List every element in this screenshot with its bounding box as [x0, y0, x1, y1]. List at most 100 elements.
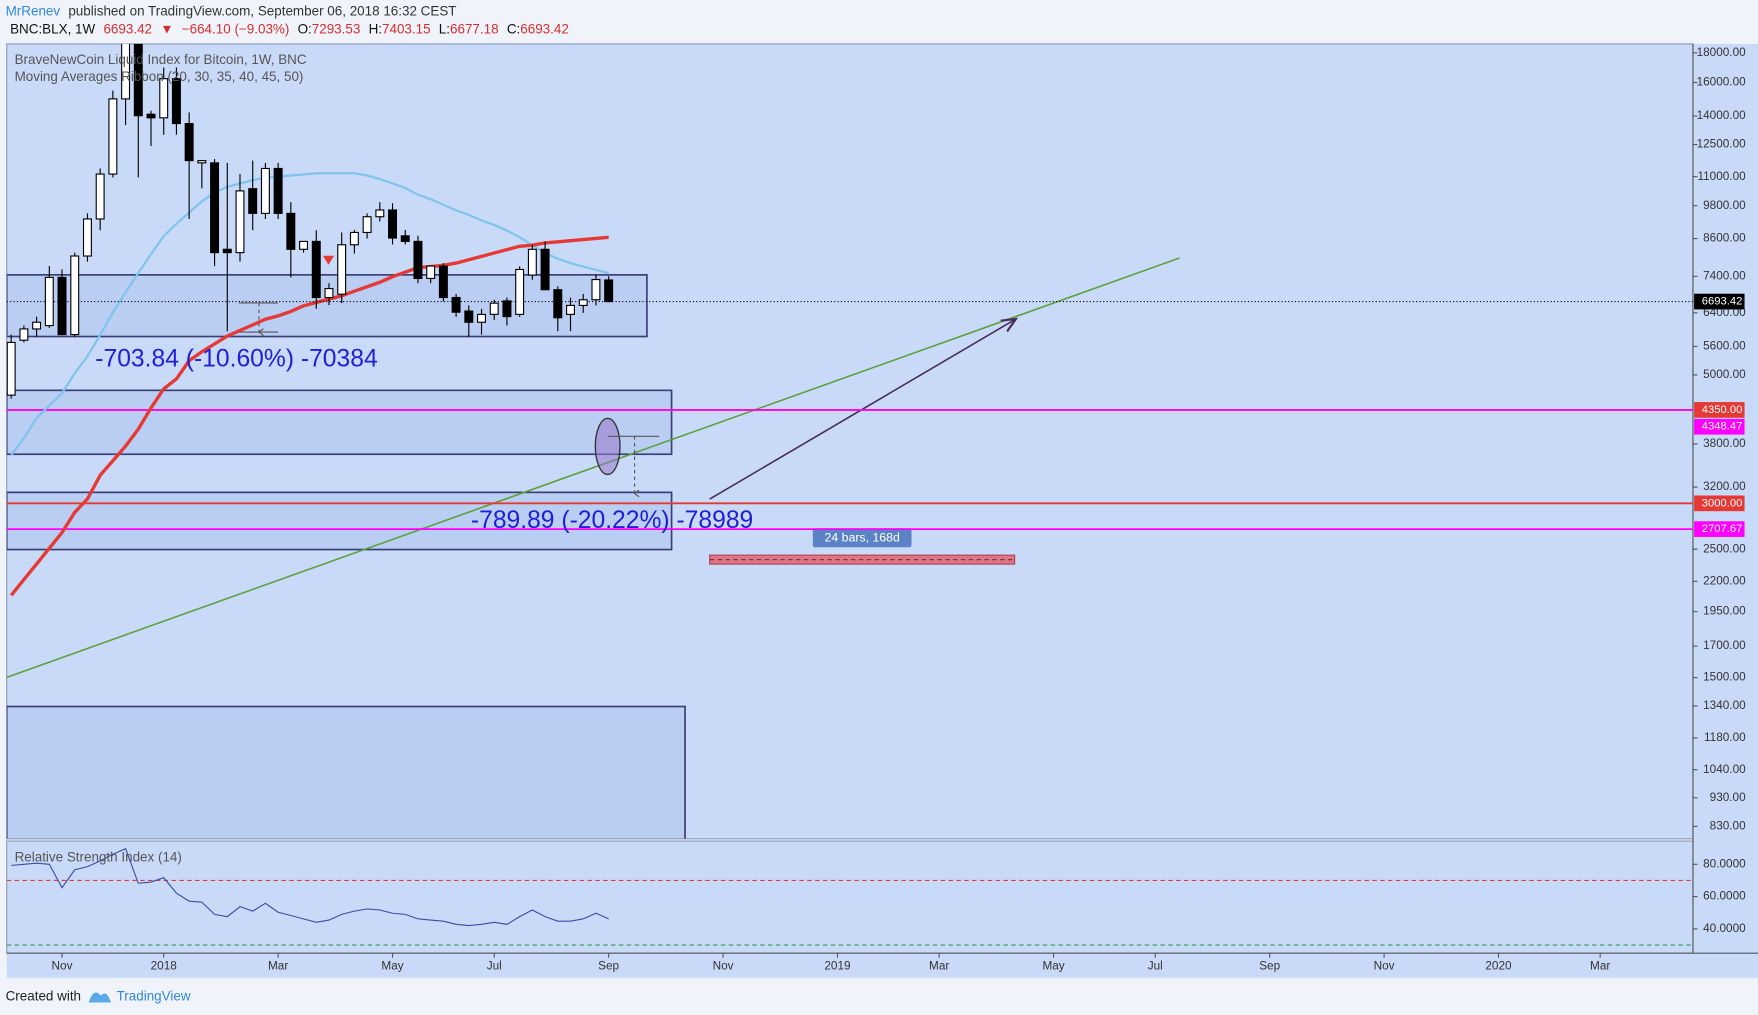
candle-body — [515, 268, 525, 315]
x-tick-label: Sep — [1259, 960, 1280, 973]
candle-body — [299, 240, 309, 250]
date-range-label-box — [812, 528, 912, 548]
level-label: 3000.00 — [1702, 497, 1743, 509]
level-label-box — [1694, 402, 1745, 418]
y-tick-label: 7400.00 — [1703, 269, 1746, 282]
header-line: MrRenev published on TradingView.com, Se… — [6, 3, 457, 18]
date-range-label: 24 bars, 168d — [824, 531, 900, 545]
y-tick-label: 3800.00 — [1703, 437, 1746, 450]
legend-rsi: Relative Strength Index (14) — [15, 849, 182, 864]
candle-body — [502, 300, 512, 318]
ohlc-label: H: — [369, 21, 382, 36]
candle-body — [286, 212, 296, 250]
measure-text: -703.84 (-10.60%) -70384 — [95, 346, 377, 373]
candle-body — [451, 296, 461, 313]
y-tick-label: 18000.00 — [1697, 46, 1747, 59]
x-tick-label: Sep — [598, 960, 619, 973]
level-label-box — [1694, 495, 1745, 512]
y-tick-label: 1700.00 — [1703, 639, 1746, 652]
candle-body — [566, 304, 575, 315]
trend-line[interactable] — [6, 257, 1180, 679]
candle-body — [159, 78, 169, 119]
last-price-box — [1694, 293, 1745, 310]
y-tick-label: 5000.00 — [1703, 368, 1746, 381]
symbol: BNC:BLX, 1W — [10, 21, 95, 36]
candle-body — [108, 98, 118, 175]
candle-body — [324, 287, 334, 299]
candle-body — [362, 216, 372, 234]
close: 6693.42 — [520, 21, 569, 36]
y-tick-label: 2500.00 — [1703, 542, 1746, 555]
candle-body — [375, 209, 385, 218]
candle-body — [197, 160, 207, 164]
candle-body — [70, 255, 80, 336]
y-tick-label: 1500.00 — [1703, 671, 1746, 684]
level-label: 4348.47 — [1702, 421, 1743, 433]
x-tick-label: Mar — [1590, 960, 1610, 973]
high: 7403.15 — [382, 21, 431, 36]
level-label: 4350.00 — [1702, 404, 1743, 416]
candle-body — [44, 276, 54, 327]
candle-body — [19, 328, 29, 341]
candle-body — [388, 209, 398, 239]
x-tick-label: 2018 — [151, 960, 178, 973]
candle-body — [95, 173, 105, 220]
x-tick-label: Mar — [929, 960, 949, 973]
candle-body — [540, 248, 550, 291]
moving-average — [10, 172, 609, 456]
candle-body — [311, 240, 321, 299]
rsi-layer — [6, 847, 1693, 946]
ohlc-label: C: — [507, 21, 520, 36]
candle-body — [248, 188, 258, 214]
box[interactable] — [6, 491, 673, 551]
moving-average — [9, 235, 609, 597]
measure-text: -789.89 (-20.22%) -78989 — [471, 507, 753, 534]
candle-body — [413, 240, 423, 280]
box[interactable] — [6, 274, 648, 338]
x-tick-label: Nov — [1374, 960, 1395, 973]
x-tick-label: Jul — [1148, 960, 1163, 973]
candle-body — [171, 78, 181, 125]
candle-body — [184, 123, 194, 162]
candle-body — [235, 190, 245, 254]
x-tick-label: Jul — [487, 960, 502, 973]
y-tick-label: 8600.00 — [1703, 232, 1746, 245]
rsi-pane — [6, 840, 1694, 954]
last-price-label: 6693.42 — [1702, 296, 1743, 308]
y-tick-label: 14000.00 — [1697, 109, 1747, 122]
price: 6693.42 — [103, 21, 152, 36]
y-tick-label: 1950.00 — [1703, 605, 1746, 618]
candle-body — [426, 265, 436, 280]
series-layer — [6, 172, 1693, 597]
box[interactable] — [6, 389, 673, 456]
y-tick-label: 5600.00 — [1703, 340, 1746, 353]
author[interactable]: MrRenev — [6, 3, 61, 18]
level-label-box — [1694, 418, 1745, 435]
y-tick-label: 9800.00 — [1703, 199, 1746, 212]
legend-title: BraveNewCoin Liquid Index for Bitcoin, 1… — [15, 52, 307, 67]
ellipse[interactable] — [594, 417, 621, 476]
ohlc-label: O: — [298, 21, 312, 36]
candle-body — [57, 276, 67, 336]
box[interactable] — [6, 705, 686, 853]
candles — [6, 43, 614, 399]
candle-body — [477, 313, 487, 323]
candle-body — [146, 113, 156, 119]
x-tick-label: Nov — [52, 960, 73, 973]
x-tick-label: 2019 — [824, 960, 850, 973]
candle-body — [553, 289, 563, 319]
y-tick-label: 830.00 — [1710, 819, 1746, 832]
footer-brand[interactable]: TradingView — [117, 988, 191, 1003]
candle-body — [121, 43, 131, 100]
candle-body — [222, 248, 232, 254]
level-label-box — [1694, 521, 1745, 537]
candle-body — [400, 235, 410, 242]
level-label: 2707.67 — [1702, 523, 1743, 535]
y-tick-label: 16000.00 — [1697, 76, 1747, 89]
candle-body — [438, 265, 448, 299]
y-tick-label: 3200.00 — [1703, 480, 1746, 493]
legend-indicator: Moving Averages Ribbon (20, 30, 35, 40, … — [15, 69, 304, 84]
direction: ▼ — [160, 21, 173, 36]
